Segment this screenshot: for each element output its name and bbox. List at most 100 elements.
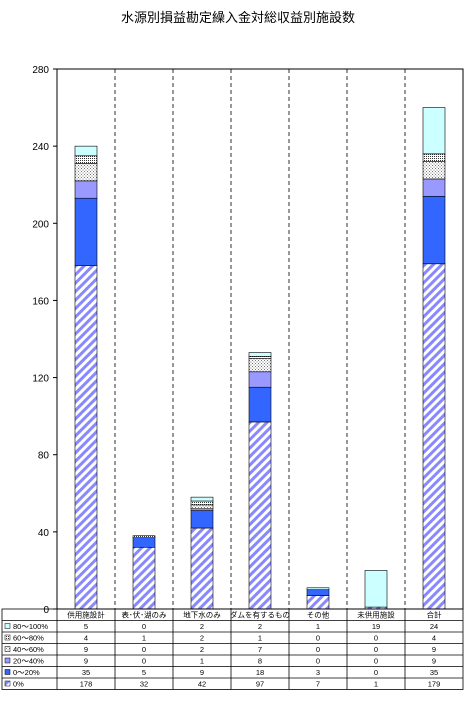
bar-segment — [74, 163, 98, 182]
y-tick-label: 0 — [43, 605, 49, 616]
bar-segment — [74, 265, 98, 610]
bar-segment — [422, 161, 446, 180]
bar-segment — [306, 589, 330, 596]
x-category-label: 地下水のみ — [183, 610, 221, 620]
table-cell-value: 1 — [258, 634, 262, 643]
table-cell-value: 9 — [84, 645, 88, 654]
y-tick-label: 240 — [32, 142, 49, 153]
y-tick-label: 120 — [32, 374, 49, 385]
bar-segment — [74, 155, 98, 164]
bar-segment — [422, 195, 446, 265]
table-cell-value: 4 — [84, 634, 88, 643]
table-cell-value: 35 — [430, 668, 438, 677]
legend-label: 20～40% — [13, 657, 44, 666]
bar-segment — [190, 504, 214, 510]
bar-segment — [248, 371, 272, 388]
table-cell-value: 2 — [200, 622, 204, 631]
table-cell-value: 3 — [316, 668, 320, 677]
table-cell-value: 0 — [142, 622, 146, 631]
y-tick-label: 160 — [32, 296, 49, 307]
table-cell-value: 0 — [374, 668, 378, 677]
bar-segment — [190, 527, 214, 610]
table-cell-value: 24 — [430, 622, 438, 631]
legend-swatch — [4, 634, 11, 641]
bar-segment — [132, 537, 156, 548]
x-category-label: 合計 — [427, 610, 442, 620]
table-cell-value: 2 — [200, 634, 204, 643]
table-cell-value: 9 — [432, 657, 436, 666]
bar-segment — [132, 546, 156, 610]
table-cell-value: 178 — [80, 680, 93, 689]
bar-segment — [422, 263, 446, 610]
x-category-label: 供用施設計 — [67, 610, 105, 620]
table-cell-value: 9 — [432, 645, 436, 654]
table-cell-value: 42 — [198, 680, 206, 689]
legend-label: 60～80% — [13, 634, 44, 643]
bar-segment — [74, 197, 98, 267]
table-cell-value: 4 — [432, 634, 436, 643]
table-cell-value: 1 — [316, 622, 320, 631]
legend-swatch — [4, 623, 11, 629]
bar-segment — [132, 535, 156, 538]
x-category-label: ダムを有するもの — [230, 610, 290, 620]
table-cell-value: 0 — [142, 645, 146, 654]
bar-segment — [422, 178, 446, 197]
bar-segment — [364, 570, 388, 608]
y-tick-label: 80 — [38, 451, 50, 462]
legend-swatch — [4, 669, 11, 675]
legend-label: 40～60% — [13, 645, 44, 654]
bar-segment — [248, 352, 272, 357]
table-cell-value: 5 — [142, 668, 146, 677]
legend-label: 0～20% — [13, 668, 40, 677]
table-cell-value: 0 — [374, 657, 378, 666]
legend-swatch — [4, 680, 11, 687]
legend-swatch — [4, 646, 11, 652]
table-cell-value: 0 — [142, 657, 146, 666]
y-tick-label: 200 — [32, 219, 49, 230]
table-cell-value: 0 — [374, 645, 378, 654]
y-tick-label: 280 — [32, 65, 49, 76]
x-category-label: 未供用施設 — [357, 610, 395, 620]
bar-segment — [306, 595, 330, 610]
table-cell-value: 9 — [200, 668, 204, 677]
bar-segment — [74, 180, 98, 199]
table-cell-value: 1 — [374, 680, 378, 689]
x-category-label: その他 — [307, 610, 330, 620]
table-cell-value: 32 — [140, 680, 148, 689]
legend-label: 0% — [13, 680, 24, 689]
table-cell-value: 5 — [84, 622, 88, 631]
table-cell-value: 0 — [316, 634, 320, 643]
bar-segment — [306, 587, 330, 591]
chart-title: 水源別損益勘定繰入金対総収益別施設数 — [121, 10, 355, 26]
table-frame — [1, 608, 464, 690]
bar-segment — [422, 153, 446, 162]
table-cell-value: 0 — [316, 645, 320, 654]
legend-swatch — [4, 657, 11, 664]
legend-label: 80～100% — [13, 622, 48, 631]
table-cell-value: 2 — [258, 622, 262, 631]
bar-segment — [248, 357, 272, 373]
table-cell-value: 2 — [200, 645, 204, 654]
table-cell-value: 19 — [372, 622, 380, 631]
bar-segment — [248, 421, 272, 610]
bar-segment — [190, 496, 214, 502]
bar-segment — [190, 500, 214, 506]
table-cell-value: 0 — [374, 634, 378, 643]
table-cell-value: 1 — [142, 634, 146, 643]
table-cell-value: 18 — [256, 668, 264, 677]
table-cell-value: 9 — [84, 657, 88, 666]
x-category-label: 表･伏･湖のみ — [122, 610, 167, 620]
table-cell-value: 35 — [82, 668, 90, 677]
bar-segment — [74, 145, 98, 157]
table-cell-value: 7 — [258, 645, 262, 654]
table-cell-value: 179 — [428, 680, 441, 689]
bar-segment — [248, 386, 272, 423]
table-cell-value: 1 — [200, 657, 204, 666]
table-cell-value: 8 — [258, 657, 262, 666]
table-cell-value: 0 — [316, 657, 320, 666]
bar-segment — [422, 107, 446, 155]
table-cell-value: 7 — [316, 680, 320, 689]
bar-segment — [190, 510, 214, 529]
table-cell-value: 97 — [256, 680, 264, 689]
